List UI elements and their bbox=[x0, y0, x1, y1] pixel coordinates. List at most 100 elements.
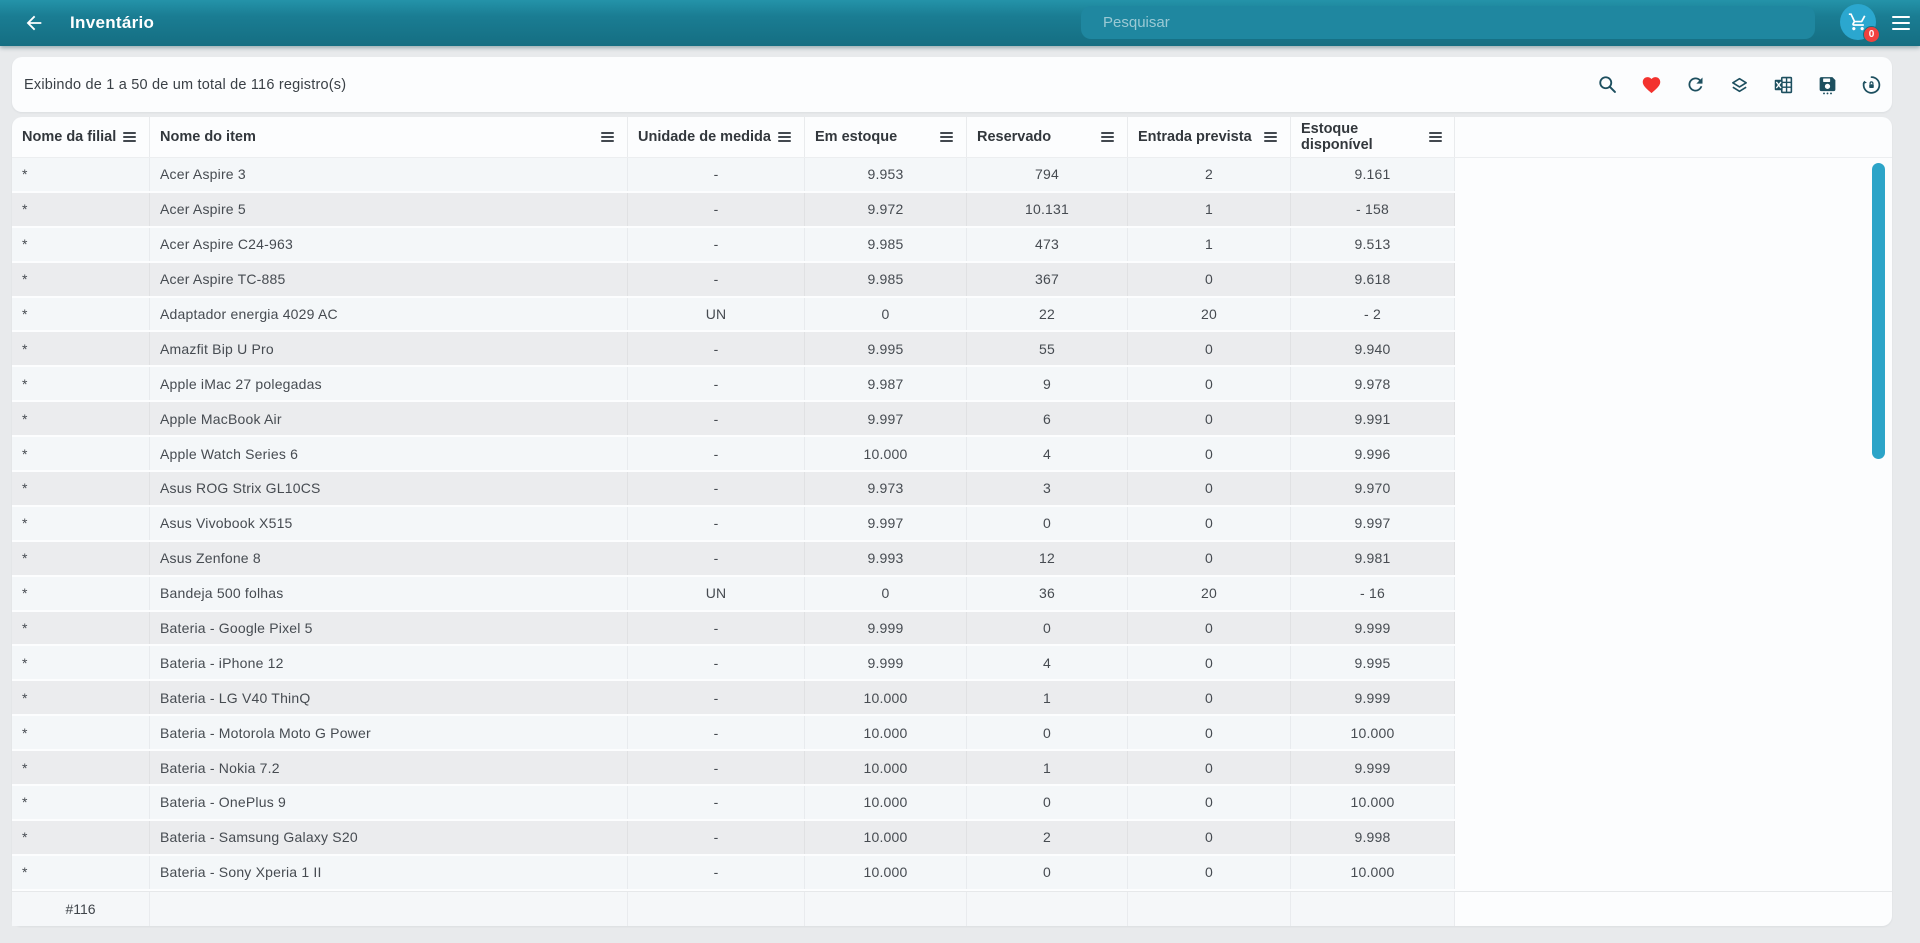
cell-estoque: 0 bbox=[805, 297, 967, 331]
cell-disponivel: 9.999 bbox=[1291, 751, 1455, 785]
cell-disponivel: 9.981 bbox=[1291, 541, 1455, 575]
cell-unidade: - bbox=[628, 402, 805, 436]
top-app-bar: Inventário 0 bbox=[0, 0, 1920, 46]
total-records-count: #116 bbox=[12, 891, 150, 926]
column-menu-icon[interactable] bbox=[1101, 132, 1115, 142]
cell-filial: * bbox=[12, 437, 150, 471]
cell-unidade: - bbox=[628, 158, 805, 191]
column-menu-icon[interactable] bbox=[940, 132, 954, 142]
cell-unidade: - bbox=[628, 786, 805, 819]
cell-entrada: 20 bbox=[1128, 297, 1291, 331]
table-row[interactable]: * Bateria - iPhone 12-9.999 4 0 9.995 bbox=[12, 646, 1892, 682]
cell-disponivel: - 16 bbox=[1291, 576, 1455, 610]
cell-entrada: 20 bbox=[1128, 576, 1291, 610]
table-row[interactable]: * Asus ROG Strix GL10CS -9.973 3 0 9.970 bbox=[12, 472, 1892, 507]
table-row[interactable]: * Acer Aspire 3-9.953 794 2 9.161 bbox=[12, 158, 1892, 193]
cell-unidade: - bbox=[628, 716, 805, 750]
cell-disponivel: 10.000 bbox=[1291, 786, 1455, 819]
cell-item: Bateria - iPhone 12 bbox=[150, 646, 628, 680]
cell-item: Bateria - Google Pixel 5 bbox=[150, 611, 628, 645]
cell-reservado: 0 bbox=[967, 855, 1128, 889]
cell-reservado: 0 bbox=[967, 611, 1128, 645]
table-row[interactable]: * Adaptador energia 4029 AC UN 0 22 20- 2 bbox=[12, 297, 1892, 333]
save-button[interactable] bbox=[1817, 72, 1838, 98]
table-row[interactable]: * Bateria - Motorola Moto G Power -10.000 0… bbox=[12, 716, 1892, 752]
table-row[interactable]: * Bateria - Sony Xperia 1 II -10.000 0 0 10.0… bbox=[12, 855, 1892, 891]
cell-estoque: 9.997 bbox=[805, 402, 967, 436]
cell-disponivel: - 2 bbox=[1291, 297, 1455, 331]
column-header-reservado[interactable]: Reservado bbox=[967, 117, 1128, 157]
cell-reservado: 0 bbox=[967, 786, 1128, 819]
table-row[interactable]: * Apple iMac 27 polegadas -9.987 9 0 9.978 bbox=[12, 367, 1892, 403]
table-row[interactable]: * Bateria - Nokia 7.2-10.000 1 0 9.999 bbox=[12, 751, 1892, 787]
cell-item: Acer Aspire 3 bbox=[150, 158, 628, 191]
back-button[interactable] bbox=[20, 9, 48, 37]
cell-item: Acer Aspire TC-885 bbox=[150, 262, 628, 296]
save-icon bbox=[1819, 76, 1836, 94]
vertical-scrollbar[interactable] bbox=[1872, 163, 1885, 459]
cell-estoque: 10.000 bbox=[805, 820, 967, 854]
table-footer-row: #116 bbox=[12, 890, 1892, 926]
cell-entrada: 0 bbox=[1128, 716, 1291, 750]
cell-entrada: 0 bbox=[1128, 367, 1291, 401]
table-row[interactable]: * Bateria - Samsung Galaxy S20-10.000 2 0 9.… bbox=[12, 820, 1892, 856]
cell-estoque: 9.997 bbox=[805, 506, 967, 540]
table-row[interactable]: * Amazfit Bip U Pro -9.995 55 0 9.940 bbox=[12, 332, 1892, 368]
layers-icon bbox=[1732, 77, 1747, 92]
column-header-filial[interactable]: Nome da filial bbox=[12, 117, 150, 157]
cell-entrada: 0 bbox=[1128, 855, 1291, 889]
refresh-button[interactable] bbox=[1685, 72, 1706, 98]
table-row[interactable]: * Asus Zenfone 8-9.993 12 0 9.981 bbox=[12, 541, 1892, 577]
layers-button[interactable] bbox=[1729, 72, 1750, 98]
cell-disponivel: 9.991 bbox=[1291, 402, 1455, 436]
table-row[interactable]: * Apple MacBook Air -9.997 6 0 9.991 bbox=[12, 402, 1892, 438]
cell-estoque: 10.000 bbox=[805, 751, 967, 785]
search-button[interactable] bbox=[1597, 72, 1618, 98]
table-row[interactable]: * Asus Vivobook X515-9.997 0 0 9.997 bbox=[12, 506, 1892, 542]
table-row[interactable]: * Acer Aspire TC-885-9.985 367 0 9.618 bbox=[12, 262, 1892, 298]
favorites-button[interactable] bbox=[1641, 72, 1662, 98]
column-menu-icon[interactable] bbox=[1428, 132, 1442, 142]
cell-item: Apple MacBook Air bbox=[150, 402, 628, 436]
column-header-estoque-disponivel[interactable]: Estoque disponível bbox=[1291, 117, 1455, 157]
cell-estoque: 9.953 bbox=[805, 158, 967, 191]
cell-entrada: 1 bbox=[1128, 227, 1291, 261]
cell-estoque: 10.000 bbox=[805, 437, 967, 471]
cell-disponivel: 9.999 bbox=[1291, 611, 1455, 645]
cell-reservado: 794 bbox=[967, 158, 1128, 191]
cell-estoque: 9.999 bbox=[805, 646, 967, 680]
cell-estoque: 9.972 bbox=[805, 192, 967, 226]
cell-item: Bateria - Motorola Moto G Power bbox=[150, 716, 628, 750]
cell-reservado: 12 bbox=[967, 541, 1128, 575]
cell-estoque: 10.000 bbox=[805, 681, 967, 715]
hamburger-menu-button[interactable] bbox=[1892, 13, 1912, 33]
cell-disponivel: 9.996 bbox=[1291, 437, 1455, 471]
table-row[interactable]: * Bandeja 500 folhas UN 0 36 20- 16 bbox=[12, 576, 1892, 612]
cart-button[interactable]: 0 bbox=[1840, 4, 1880, 43]
table-row[interactable]: * Bateria - LG V40 ThinQ -10.000 1 0 9.999 bbox=[12, 681, 1892, 717]
table-row[interactable]: * Apple Watch Series 6-10.000 4 0 9.996 bbox=[12, 437, 1892, 473]
column-header-unidade[interactable]: Unidade de medida bbox=[628, 117, 805, 157]
history-restore-button[interactable] bbox=[1861, 72, 1882, 98]
cell-entrada: 1 bbox=[1128, 192, 1291, 226]
table-row[interactable]: * Acer Aspire C24-963-9.985 473 1 9.513 bbox=[12, 227, 1892, 263]
table-row[interactable]: * Bateria - OnePlus 9-10.000 0 0 10.000 bbox=[12, 786, 1892, 821]
column-menu-icon[interactable] bbox=[1264, 132, 1278, 142]
cell-disponivel: - 158 bbox=[1291, 192, 1455, 226]
column-menu-icon[interactable] bbox=[778, 132, 792, 142]
column-header-item[interactable]: Nome do item bbox=[150, 117, 628, 157]
table-row[interactable]: * Acer Aspire 5-9.972 10.131 1- 158 bbox=[12, 192, 1892, 228]
export-excel-button[interactable] bbox=[1773, 72, 1794, 98]
cell-item: Acer Aspire C24-963 bbox=[150, 227, 628, 261]
cell-item: Apple Watch Series 6 bbox=[150, 437, 628, 471]
cell-disponivel: 9.970 bbox=[1291, 472, 1455, 505]
cell-item: Asus Vivobook X515 bbox=[150, 506, 628, 540]
column-menu-icon[interactable] bbox=[123, 132, 137, 142]
cell-entrada: 0 bbox=[1128, 437, 1291, 471]
column-menu-icon[interactable] bbox=[601, 132, 615, 142]
table-row[interactable]: * Bateria - Google Pixel 5-9.999 0 0 9.999 bbox=[12, 611, 1892, 647]
column-header-entrada-prevista[interactable]: Entrada prevista bbox=[1128, 117, 1291, 157]
cell-estoque: 10.000 bbox=[805, 716, 967, 750]
column-header-em-estoque[interactable]: Em estoque bbox=[805, 117, 967, 157]
search-input[interactable] bbox=[1081, 6, 1815, 39]
